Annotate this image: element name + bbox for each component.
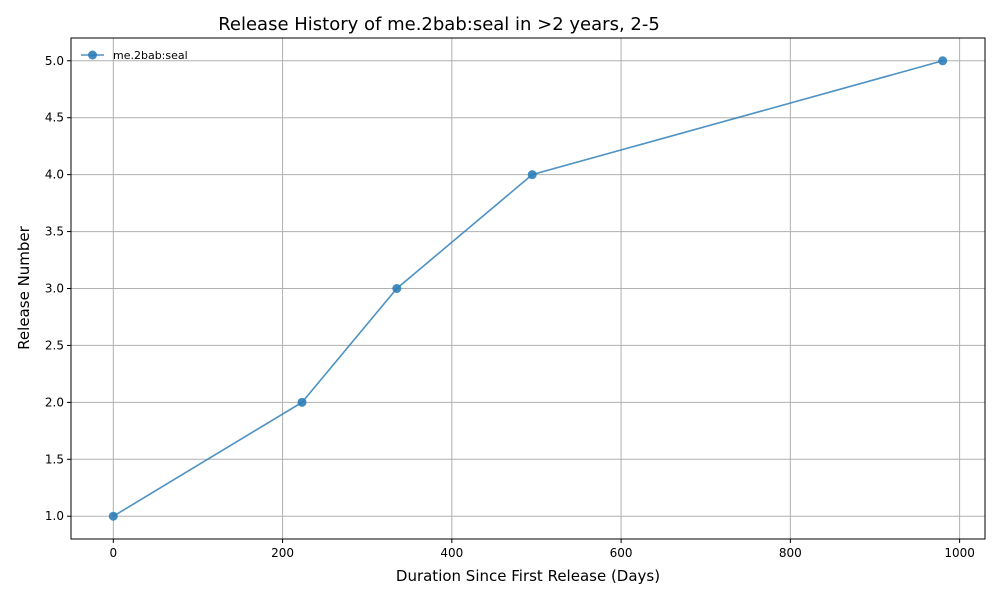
legend-label: me.2bab:seal [113, 49, 188, 62]
x-axis-label: Duration Since First Release (Days) [396, 567, 660, 585]
y-tick-label: 4.0 [45, 168, 64, 182]
series-layer [108, 56, 948, 521]
data-point [108, 511, 118, 521]
y-axis-ticks: 1.0 1.5 2.0 2.5 3.0 3.5 4.0 4.5 5.0 [45, 54, 71, 523]
y-axis-label: Release Number [15, 225, 33, 349]
x-tick-label: 600 [610, 546, 633, 560]
x-tick-label: 200 [271, 546, 294, 560]
legend: me.2bab:seal [81, 49, 188, 62]
data-point [527, 170, 537, 180]
y-tick-label: 3.0 [45, 282, 64, 296]
y-tick-label: 2.0 [45, 395, 64, 409]
y-tick-label: 2.5 [45, 338, 64, 352]
y-tick-label: 4.5 [45, 111, 64, 125]
x-tick-label: 0 [109, 546, 117, 560]
legend-marker [88, 50, 97, 60]
data-point [938, 56, 948, 66]
y-tick-label: 5.0 [45, 54, 64, 68]
x-tick-label: 1000 [944, 546, 975, 560]
x-tick-label: 400 [440, 546, 463, 560]
data-point [297, 397, 307, 407]
y-tick-label: 3.5 [45, 225, 64, 239]
x-axis-ticks: 0 200 400 600 800 1000 [109, 539, 975, 560]
x-tick-label: 800 [779, 546, 802, 560]
data-point [392, 284, 402, 293]
y-tick-label: 1.5 [45, 452, 64, 466]
chart-title: Release History of me.2bab:seal in >2 ye… [218, 14, 660, 35]
y-tick-label: 1.0 [45, 509, 64, 523]
